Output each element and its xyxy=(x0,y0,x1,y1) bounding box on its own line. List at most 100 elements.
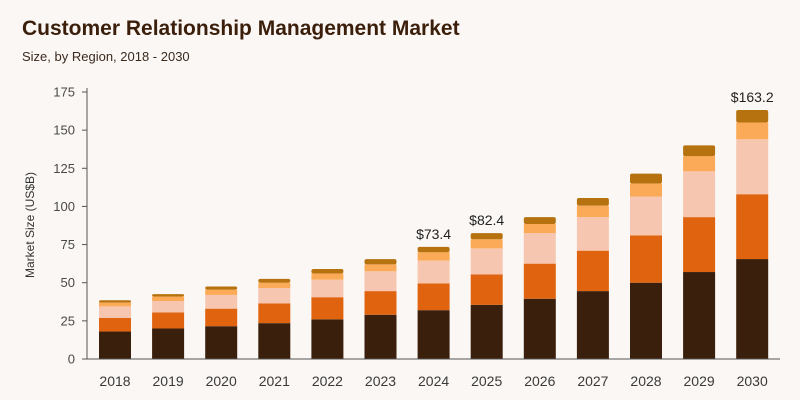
y-axis: 0 25 50 75 100 125 150 175 xyxy=(53,85,88,367)
chart-subtitle: Size, by Region, 2018 - 2030 xyxy=(22,49,190,64)
bar-segment xyxy=(205,308,238,327)
bar-segment xyxy=(683,217,716,273)
x-tick-label: 2024 xyxy=(418,373,449,389)
bar-segment xyxy=(470,274,503,305)
bar-stack-2020 xyxy=(205,286,238,359)
bar-segment xyxy=(258,282,291,289)
bar-segment xyxy=(523,263,556,299)
bar-segment xyxy=(152,301,185,313)
bar-segment xyxy=(683,145,716,157)
bar-segment xyxy=(311,268,344,274)
bar-segment xyxy=(152,294,185,297)
bar-segment xyxy=(683,156,716,172)
bar-segment xyxy=(364,264,397,272)
bar-segment xyxy=(205,286,238,290)
y-tick-label: 150 xyxy=(53,123,75,138)
bar-stack-2026 xyxy=(523,217,556,359)
bar-segment xyxy=(99,331,131,359)
bar-stack-2021 xyxy=(258,278,291,359)
bar-segment xyxy=(311,273,344,280)
x-tick-label: 2028 xyxy=(630,373,661,389)
bar-segment xyxy=(258,303,291,324)
x-tick-label: 2022 xyxy=(312,373,343,389)
bar-segment xyxy=(630,282,662,359)
bar-segment xyxy=(683,171,716,218)
bar-segment xyxy=(311,279,344,298)
total-label: $82.4 xyxy=(469,212,504,228)
y-tick-label: 50 xyxy=(61,275,75,290)
bar-segment xyxy=(417,246,450,253)
x-tick-label: 2021 xyxy=(259,373,290,389)
bar-segment xyxy=(523,233,556,264)
bar-segment xyxy=(364,259,397,265)
y-tick-label: 75 xyxy=(61,237,75,252)
bar-segment xyxy=(630,235,662,283)
bar-stack-2028 xyxy=(630,173,662,359)
x-tick-label: 2026 xyxy=(524,373,555,389)
bar-segment xyxy=(99,302,131,307)
bar-segment xyxy=(523,298,556,359)
x-tick-label: 2018 xyxy=(99,373,130,389)
bar-segment xyxy=(736,194,769,260)
y-tick-label: 175 xyxy=(53,85,75,100)
x-tick-label: 2023 xyxy=(365,373,396,389)
bar-segment xyxy=(523,223,556,234)
y-tick-label: 0 xyxy=(68,352,75,367)
bar-segment xyxy=(683,272,716,359)
y-tick-label: 100 xyxy=(53,199,75,214)
x-tick-label: 2027 xyxy=(577,373,608,389)
bar-segment xyxy=(470,248,503,275)
bar-segment xyxy=(311,319,344,359)
bar-stack-2025 xyxy=(470,233,503,359)
bar-segment xyxy=(630,173,662,184)
bar-segment xyxy=(736,139,769,195)
bar-segment xyxy=(99,317,131,332)
bar-stack-2019 xyxy=(152,294,185,359)
bar-segment xyxy=(576,250,609,292)
bar-segment xyxy=(576,291,609,359)
bar-segment xyxy=(311,297,344,320)
bar-segment xyxy=(152,296,185,302)
bar-stack-2018 xyxy=(99,300,131,359)
bar-segment xyxy=(470,239,503,249)
bar-segment xyxy=(736,122,769,140)
bar-segment xyxy=(205,289,238,295)
bar-segment xyxy=(364,271,397,292)
bar-segment xyxy=(205,294,238,309)
total-label: $163.2 xyxy=(731,89,774,105)
bar-segment xyxy=(364,314,397,359)
bar-segment xyxy=(417,310,450,359)
bar-segment xyxy=(576,217,609,251)
x-axis: 2018 2019 2020 2021 2022 2023 2024 2025 2026 2027… xyxy=(87,358,780,389)
bar-segment xyxy=(736,110,769,123)
x-tick-label: 2030 xyxy=(737,373,768,389)
annotations: $73.4 $82.4 $163.2 xyxy=(416,89,774,242)
bar-segment xyxy=(258,323,291,359)
bar-segment xyxy=(576,205,609,218)
bar-segment xyxy=(630,183,662,197)
bar-segment xyxy=(258,278,291,283)
bar-segment xyxy=(630,196,662,236)
x-tick-label: 2025 xyxy=(471,373,502,389)
total-label: $73.4 xyxy=(416,226,451,242)
x-tick-label: 2019 xyxy=(153,373,184,389)
bar-segment xyxy=(470,304,503,359)
x-tick-label: 2020 xyxy=(206,373,237,389)
bar-segment xyxy=(576,198,609,206)
bar-segment xyxy=(364,291,397,315)
bar-segment xyxy=(736,259,769,359)
y-tick-label: 125 xyxy=(53,161,75,176)
chart-title: Customer Relationship Management Market xyxy=(22,17,460,40)
y-tick-label: 25 xyxy=(61,313,75,328)
bar-stack-2024 xyxy=(417,246,450,359)
bar-segment xyxy=(258,288,291,304)
bar-segment xyxy=(205,326,238,359)
bar-stack-2030 xyxy=(736,110,769,359)
bar-segment xyxy=(99,306,131,318)
bar-segment xyxy=(152,312,185,329)
bar-stack-2029 xyxy=(683,145,716,359)
x-tick-label: 2029 xyxy=(684,373,715,389)
bar-stack-2027 xyxy=(576,198,609,359)
